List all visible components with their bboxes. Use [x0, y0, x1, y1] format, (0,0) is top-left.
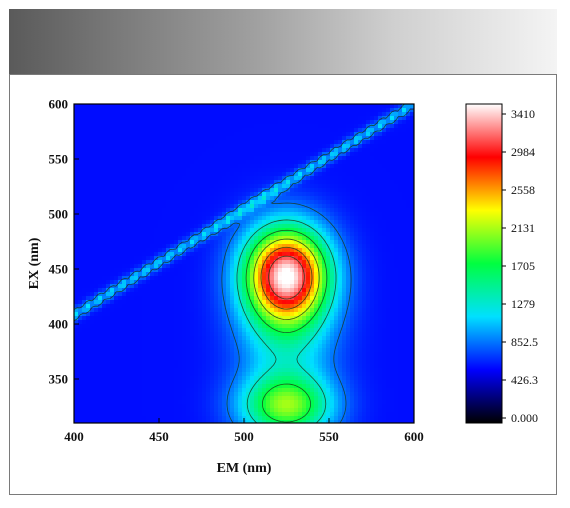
y-axis-title: EX (nm)	[27, 237, 42, 289]
contour-lines	[74, 104, 414, 423]
x-tick-label: 600	[404, 429, 424, 444]
y-tick-label: 550	[49, 152, 69, 167]
contour-line-4	[253, 238, 320, 320]
colorbar-tick-label: 2984	[511, 145, 535, 159]
header-banner	[9, 9, 557, 74]
x-axis-title: EM (nm)	[217, 461, 272, 476]
y-tick-label: 600	[49, 97, 69, 112]
colorbar-tick-label: 2131	[511, 221, 535, 235]
colorbar-tick-label: 2558	[511, 183, 535, 197]
y-tick-label: 450	[49, 262, 69, 277]
colorbar-gradient	[465, 103, 503, 424]
y-tick-label: 500	[49, 207, 69, 222]
colorbar-tick-label: 1705	[511, 259, 535, 273]
colorbar-tick-label: 426.3	[511, 373, 538, 387]
x-tick-label: 550	[319, 429, 339, 444]
colorbar-tick-label: 3410	[511, 107, 535, 121]
plot-area	[74, 104, 414, 423]
x-tick-label: 500	[234, 429, 254, 444]
contour-line-3	[245, 229, 328, 423]
axes: 400 450 500 550 600 350 400 450 500 550 600	[49, 97, 424, 445]
y-tick-label: 400	[49, 317, 69, 332]
contour-line-2	[236, 219, 337, 423]
colorbar: 0.000 426.3 852.5 1279 1705 2131 2558 2984 3410	[465, 103, 538, 425]
contour-line-5	[260, 246, 313, 310]
x-tick-label: 400	[64, 429, 84, 444]
colorbar-tick-label: 852.5	[511, 335, 538, 349]
contour-line-6	[268, 255, 305, 300]
x-tick-label: 450	[149, 429, 169, 444]
contour-line-1	[74, 104, 414, 423]
colorbar-tick-label: 0.000	[511, 411, 538, 425]
y-tick-label: 350	[49, 372, 69, 387]
colorbar-tick-label: 1279	[511, 297, 535, 311]
